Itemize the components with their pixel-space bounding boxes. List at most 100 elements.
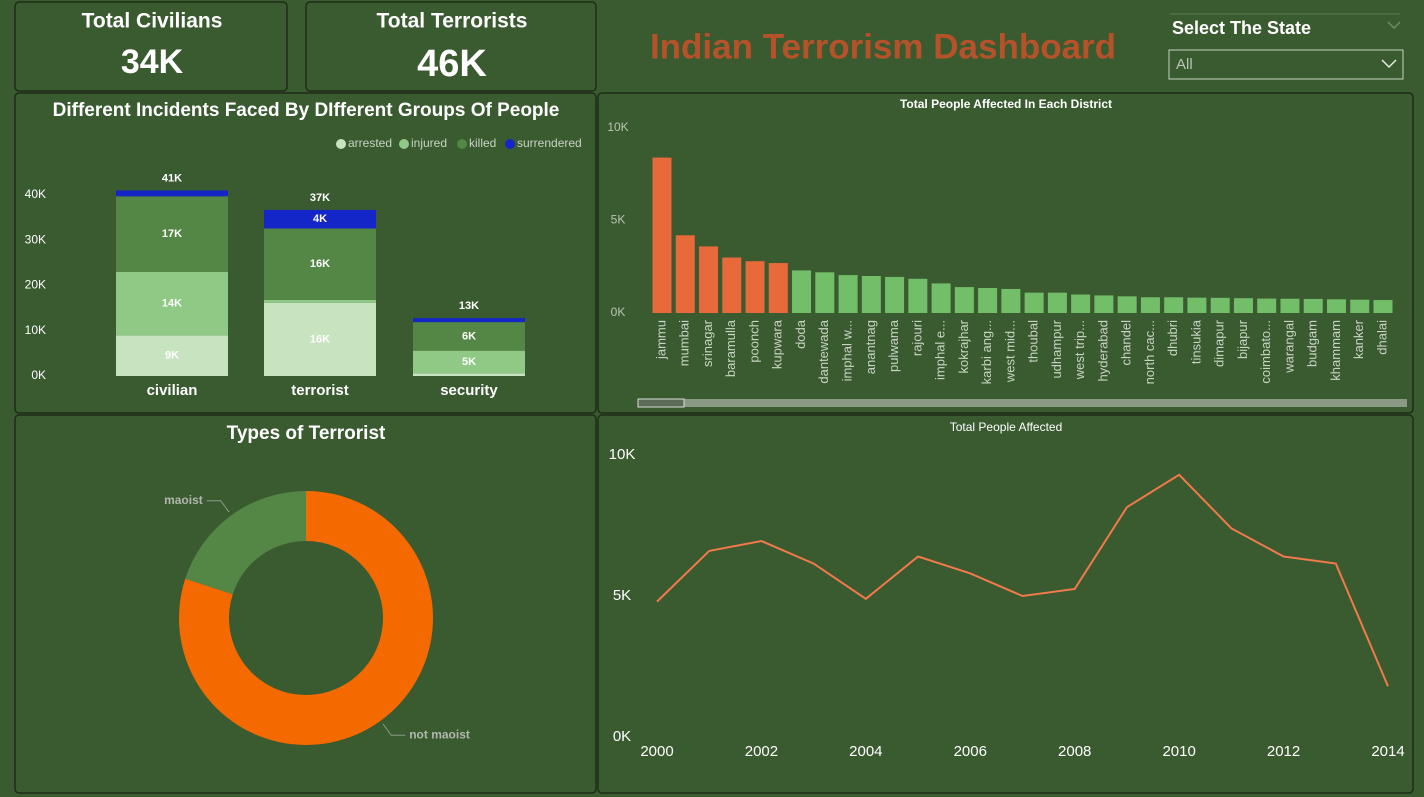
y-tick-label: 20K <box>25 278 46 292</box>
x-tick-label: coimbato... <box>1258 320 1273 384</box>
scrollbar-thumb[interactable] <box>637 398 685 408</box>
chart-panel <box>597 414 1414 794</box>
dashboard-title: Indian Terrorism Dashboard <box>650 27 1116 66</box>
x-tick-label: kokrajhar <box>956 319 971 373</box>
y-tick-label: 40K <box>25 187 46 201</box>
bar <box>1233 298 1253 313</box>
donut-slice <box>185 491 306 595</box>
bar <box>815 272 835 313</box>
bar <box>675 235 695 313</box>
x-tick-label: dhalai <box>1374 320 1389 355</box>
bar <box>954 287 974 313</box>
y-tick-label: 5K <box>613 587 631 604</box>
card-panel <box>14 1 288 92</box>
y-tick-label: 5K <box>611 213 626 227</box>
x-tick-label: imphal w... <box>840 320 855 381</box>
slicer-dropdown[interactable] <box>1168 49 1404 80</box>
x-tick-label: west mid... <box>1002 320 1017 383</box>
data-label: 5K <box>462 356 476 368</box>
bar <box>1373 300 1393 313</box>
x-tick-label: mumbai <box>677 320 692 366</box>
card-value: 46K <box>417 43 487 85</box>
x-tick-label: budgam <box>1305 320 1320 367</box>
line <box>656 473 1389 687</box>
x-tick-label: rajouri <box>909 320 924 356</box>
x-tick-label: civilian <box>147 382 198 399</box>
x-tick-label: 2002 <box>745 743 778 760</box>
bar-segment <box>264 299 376 303</box>
slicer-selected[interactable]: All <box>1176 56 1193 73</box>
x-tick-label: khammam <box>1328 320 1343 381</box>
data-label: 4K <box>313 213 327 225</box>
x-tick-label: 2012 <box>1267 743 1300 760</box>
legend-label: arrested <box>348 136 392 150</box>
x-tick-label: doda <box>793 319 808 349</box>
bar <box>978 288 998 313</box>
bar <box>1117 296 1137 313</box>
slicer-chevron[interactable] <box>1387 21 1401 30</box>
legend-label: injured <box>411 136 447 150</box>
x-tick-label: hyderabad <box>1095 320 1110 381</box>
bar <box>722 257 742 313</box>
x-tick-label: dantewada <box>816 319 831 383</box>
dropdown-chevron[interactable] <box>1381 59 1397 69</box>
bar <box>885 276 905 313</box>
x-tick-label: terrorist <box>291 382 349 399</box>
data-label: 16K <box>310 333 330 345</box>
card-title: Total Terrorists <box>377 10 528 33</box>
x-tick-label: thoubal <box>1026 320 1041 363</box>
bar <box>1326 299 1346 313</box>
y-tick-label: 30K <box>25 232 46 246</box>
bar <box>931 283 951 313</box>
bar-segment <box>116 190 228 197</box>
leader-line <box>206 500 230 513</box>
data-label: 6K <box>462 330 476 342</box>
scrollbar-track[interactable] <box>638 399 1407 407</box>
y-tick-label: 10K <box>607 120 628 134</box>
slice-label: not maoist <box>409 727 470 741</box>
x-tick-label: warangal <box>1281 320 1296 374</box>
bar-segment <box>264 209 376 229</box>
x-tick-label: west trip... <box>1072 320 1087 380</box>
bar-segment <box>116 196 228 272</box>
legend-label: killed <box>469 136 496 150</box>
x-tick-label: dimapur <box>1212 319 1227 367</box>
bar <box>1001 288 1021 313</box>
x-tick-label: srinagar <box>700 319 715 367</box>
chart-panel <box>597 92 1414 414</box>
card-panel <box>305 1 597 92</box>
bar-segment <box>413 322 525 351</box>
y-tick-label: 0K <box>613 728 631 745</box>
bar <box>792 270 812 313</box>
bar <box>1303 298 1323 313</box>
data-label: 14K <box>162 298 182 310</box>
x-tick-label: bijapur <box>1235 319 1250 359</box>
bar <box>652 157 672 313</box>
donut-slice <box>179 491 433 745</box>
bar <box>1140 297 1160 313</box>
legend-marker <box>399 139 409 149</box>
bar <box>1350 299 1370 313</box>
x-tick-label: imphal e... <box>933 320 948 380</box>
bar <box>1071 294 1091 313</box>
x-tick-label: jammu <box>653 320 668 360</box>
data-label: 16K <box>310 258 330 270</box>
x-tick-label: pulwama <box>886 319 901 372</box>
x-tick-label: security <box>440 382 498 399</box>
x-tick-label: north cac... <box>1142 320 1157 384</box>
bar <box>768 263 788 313</box>
data-label: 17K <box>162 228 182 240</box>
x-tick-label: dhubri <box>1165 320 1180 356</box>
x-tick-label: tinsukia <box>1188 319 1203 364</box>
bar-segment <box>264 228 376 300</box>
y-tick-label: 10K <box>25 323 46 337</box>
chart-title: Total People Affected In Each District <box>900 97 1112 111</box>
y-tick-label: 10K <box>609 446 636 463</box>
bar <box>908 278 928 313</box>
legend-marker <box>505 139 515 149</box>
bar <box>1257 298 1277 313</box>
chart-panel <box>14 414 597 794</box>
bar <box>1094 295 1114 313</box>
bar-segment <box>116 335 228 376</box>
bar <box>1210 297 1230 313</box>
